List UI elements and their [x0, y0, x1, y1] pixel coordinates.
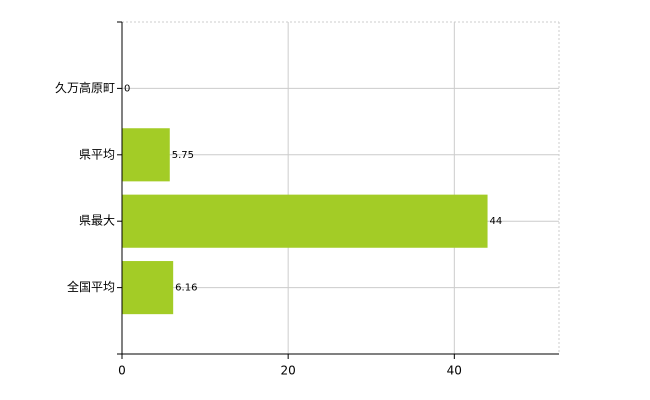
value-label: 6.16: [175, 283, 197, 294]
value-label: 0: [124, 83, 130, 94]
y-tick-label: 久万高原町: [55, 80, 115, 95]
y-tick-label: 全国平均: [67, 279, 115, 294]
value-label: 5.75: [172, 150, 194, 161]
y-tick-label: 県最大: [79, 214, 115, 228]
bar: [122, 261, 174, 315]
value-label: 44: [490, 216, 503, 227]
y-tick-label: 県平均: [79, 147, 115, 161]
x-tick-label: 20: [281, 364, 296, 378]
bar: [122, 128, 170, 182]
bar: [122, 194, 488, 248]
x-tick-label: 0: [118, 364, 126, 378]
x-tick-label: 40: [447, 364, 462, 378]
